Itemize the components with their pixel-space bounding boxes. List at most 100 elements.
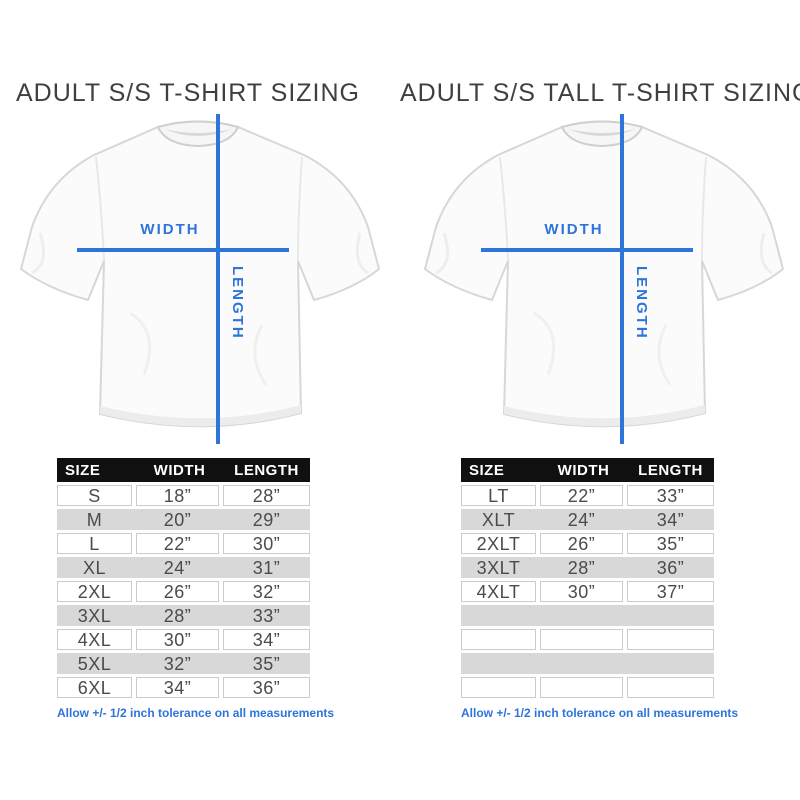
cell-size: 2XLT bbox=[461, 533, 536, 554]
cell-width: 24” bbox=[163, 557, 192, 578]
cell-width: 28” bbox=[567, 557, 596, 578]
table-row: 3XLT 28” 36” bbox=[461, 557, 714, 578]
cell-size: LT bbox=[461, 485, 536, 506]
table-header-row: SIZE WIDTH LENGTH bbox=[57, 458, 310, 482]
table-row: 4XL 30” 34” bbox=[57, 629, 310, 650]
cell-length: 34” bbox=[656, 509, 685, 530]
cell-width: 26” bbox=[540, 533, 623, 554]
table-row: XLT 24” 34” bbox=[461, 509, 714, 530]
cell-size bbox=[461, 653, 536, 674]
cell-length: 34” bbox=[223, 629, 310, 650]
cell-length: 35” bbox=[627, 533, 714, 554]
cell-width: 34” bbox=[136, 677, 219, 698]
table-row: 3XL 28” 33” bbox=[57, 605, 310, 626]
length-measure-line bbox=[620, 114, 624, 444]
cell-width: 28” bbox=[163, 605, 192, 626]
cell-size: 2XL bbox=[57, 581, 132, 602]
cell-size: 4XLT bbox=[461, 581, 536, 602]
cell-size: S bbox=[57, 485, 132, 506]
cell-length bbox=[627, 629, 714, 650]
table-row bbox=[461, 629, 714, 650]
tolerance-note: Allow +/- 1/2 inch tolerance on all meas… bbox=[461, 706, 739, 720]
table-body: LT 22” 33” XLT 24” 34” 2XLT 26” 35” 3XLT… bbox=[461, 485, 714, 698]
cell-size bbox=[461, 677, 536, 698]
column-header-length: LENGTH bbox=[234, 461, 299, 479]
cell-size: 3XLT bbox=[476, 557, 521, 578]
table-row: XL 24” 31” bbox=[57, 557, 310, 578]
table-row bbox=[461, 605, 714, 626]
length-label: LENGTH bbox=[229, 266, 246, 340]
cell-length: 33” bbox=[627, 485, 714, 506]
table-row bbox=[461, 653, 714, 674]
cell-width bbox=[540, 677, 623, 698]
cell-width bbox=[540, 605, 623, 626]
cell-size: XLT bbox=[481, 509, 516, 530]
cell-size bbox=[461, 605, 536, 626]
table-row: M 20” 29” bbox=[57, 509, 310, 530]
cell-size: 3XL bbox=[77, 605, 112, 626]
tshirt-diagram: WIDTH LENGTH bbox=[10, 113, 390, 446]
size-chart-table: SIZE WIDTH LENGTH LT 22” 33” XLT 24” 34”… bbox=[461, 458, 714, 698]
panel-adult-ss-tall: ADULT S/S TALL T-SHIRT SIZING WIDTH LENG… bbox=[400, 0, 800, 800]
cell-width bbox=[540, 629, 623, 650]
cell-length: 28” bbox=[223, 485, 310, 506]
tshirt-graphic bbox=[20, 120, 380, 428]
cell-width: 22” bbox=[540, 485, 623, 506]
cell-length bbox=[627, 677, 714, 698]
cell-length: 31” bbox=[252, 557, 281, 578]
page-title: ADULT S/S T-SHIRT SIZING bbox=[16, 79, 360, 107]
cell-length: 36” bbox=[223, 677, 310, 698]
width-label: WIDTH bbox=[140, 221, 200, 238]
table-row: LT 22” 33” bbox=[461, 485, 714, 506]
page-title: ADULT S/S TALL T-SHIRT SIZING bbox=[400, 79, 800, 107]
cell-length: 36” bbox=[656, 557, 685, 578]
cell-size: 6XL bbox=[57, 677, 132, 698]
size-chart-table: SIZE WIDTH LENGTH S 18” 28” M 20” 29” L … bbox=[57, 458, 310, 698]
cell-size: L bbox=[57, 533, 132, 554]
column-header-length: LENGTH bbox=[638, 461, 703, 479]
cell-size bbox=[461, 629, 536, 650]
column-header-size: SIZE bbox=[65, 461, 101, 479]
cell-size: 5XL bbox=[77, 653, 112, 674]
cell-size: XL bbox=[82, 557, 107, 578]
cell-length: 35” bbox=[252, 653, 281, 674]
column-header-width: WIDTH bbox=[153, 461, 206, 479]
cell-length bbox=[627, 653, 714, 674]
table-row: 2XL 26” 32” bbox=[57, 581, 310, 602]
cell-size: 4XL bbox=[57, 629, 132, 650]
cell-width: 22” bbox=[136, 533, 219, 554]
cell-length: 33” bbox=[252, 605, 281, 626]
width-measure-line bbox=[481, 248, 693, 252]
panel-adult-ss: ADULT S/S T-SHIRT SIZING WIDTH LENGTH bbox=[10, 79, 390, 720]
cell-width: 18” bbox=[136, 485, 219, 506]
tshirt-diagram: WIDTH LENGTH bbox=[414, 113, 794, 446]
table-row: 6XL 34” 36” bbox=[57, 677, 310, 698]
cell-width: 20” bbox=[163, 509, 192, 530]
table-row: 5XL 32” 35” bbox=[57, 653, 310, 674]
cell-width: 24” bbox=[567, 509, 596, 530]
cell-width: 30” bbox=[540, 581, 623, 602]
table-header-row: SIZE WIDTH LENGTH bbox=[461, 458, 714, 482]
cell-width: 26” bbox=[136, 581, 219, 602]
table-row: 4XLT 30” 37” bbox=[461, 581, 714, 602]
table-row: 2XLT 26” 35” bbox=[461, 533, 714, 554]
cell-length: 29” bbox=[252, 509, 281, 530]
cell-width bbox=[540, 653, 623, 674]
column-header-size: SIZE bbox=[469, 461, 505, 479]
tshirt-graphic bbox=[424, 120, 784, 428]
table-body: S 18” 28” M 20” 29” L 22” 30” XL 24” bbox=[57, 485, 310, 698]
cell-width: 30” bbox=[136, 629, 219, 650]
cell-width: 32” bbox=[163, 653, 192, 674]
tolerance-note: Allow +/- 1/2 inch tolerance on all meas… bbox=[57, 706, 335, 720]
column-header-width: WIDTH bbox=[557, 461, 610, 479]
table-row: L 22” 30” bbox=[57, 533, 310, 554]
length-measure-line bbox=[216, 114, 220, 444]
length-label: LENGTH bbox=[633, 266, 650, 340]
cell-length bbox=[627, 605, 714, 626]
cell-length: 32” bbox=[223, 581, 310, 602]
table-row bbox=[461, 677, 714, 698]
cell-size: M bbox=[86, 509, 103, 530]
cell-length: 30” bbox=[223, 533, 310, 554]
width-label: WIDTH bbox=[544, 221, 604, 238]
